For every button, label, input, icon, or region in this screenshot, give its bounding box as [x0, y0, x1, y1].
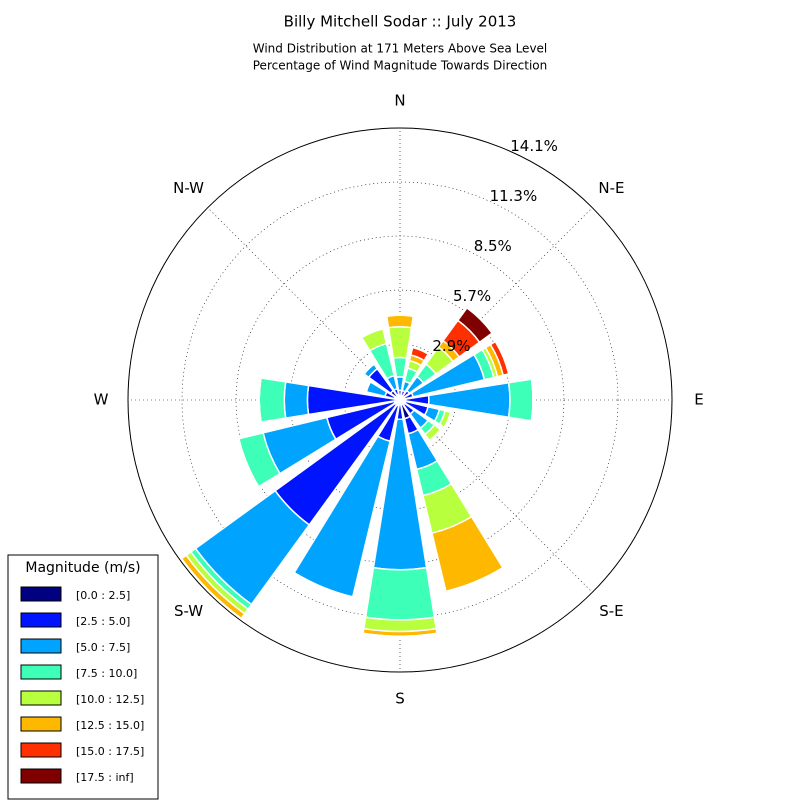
petal-segment [180, 558, 242, 620]
petal-segment [237, 438, 260, 488]
petal-segment [507, 378, 534, 422]
grid-line [399, 207, 593, 401]
y-tick-label: 5.7% [453, 287, 491, 305]
legend-swatch [20, 586, 62, 602]
legend-label: [15.0 : 17.5] [76, 745, 144, 758]
legend-swatch [20, 638, 62, 654]
chart-subtitle: Wind Distribution at 171 Meters Above Se… [253, 42, 548, 56]
y-tick-label: 2.9% [432, 337, 470, 355]
petal-segment [283, 381, 310, 419]
petal-segment [362, 616, 438, 633]
petal-segment [412, 346, 429, 355]
legend-label: [7.5 : 10.0] [76, 667, 137, 680]
x-tick-label: E [694, 391, 703, 409]
petal-segment [362, 632, 438, 638]
legend-label: [0.0 : 2.5] [76, 589, 130, 602]
y-tick-label: 14.1% [510, 137, 558, 155]
legend-title: Magnitude (m/s) [25, 560, 140, 576]
legend-swatch [20, 742, 62, 758]
petal-segment [365, 381, 372, 393]
legend-label: [12.5 : 15.0] [76, 719, 144, 732]
chart-subtitle: Percentage of Wind Magnitude Towards Dir… [253, 59, 547, 73]
x-tick-label: S-E [599, 602, 623, 620]
legend-swatch [20, 768, 62, 784]
legend-label: [5.0 : 7.5] [76, 641, 130, 654]
x-tick-label: S-W [174, 602, 203, 620]
legend-swatch [20, 716, 62, 732]
petal-segment [530, 379, 534, 421]
legend-label: [2.5 : 5.0] [76, 615, 130, 628]
legend-swatch [20, 664, 62, 680]
grid-circle [181, 181, 619, 619]
petal-segment [258, 377, 287, 423]
grid-circle [235, 235, 565, 565]
petal-segment [364, 566, 436, 621]
legend-swatch [20, 690, 62, 706]
petal-segment [385, 314, 415, 329]
x-tick-label: N [394, 92, 405, 110]
legend-label: [17.5 : inf] [76, 771, 134, 784]
legend-swatch [20, 612, 62, 628]
petal-segment [443, 411, 452, 428]
grid-line [207, 207, 401, 401]
petal-segment [387, 325, 413, 359]
x-tick-label: N-E [598, 179, 624, 197]
petal-segment [456, 306, 494, 344]
chart-title: Billy Mitchell Sodar :: July 2013 [284, 13, 517, 31]
petal-segment [429, 429, 442, 442]
x-tick-label: S [395, 690, 405, 708]
legend-label: [10.0 : 12.5] [76, 693, 144, 706]
petal-segment [361, 327, 384, 339]
x-tick-label: N-W [173, 179, 204, 197]
y-tick-label: 8.5% [474, 237, 512, 255]
petal-segment [392, 356, 408, 378]
grid-line [399, 399, 593, 593]
legend: Magnitude (m/s) [0.0 : 2.5] [2.5 : 5.0] [5.… [7, 554, 159, 800]
outer-circle [127, 127, 673, 673]
y-tick-label: 11.3% [490, 187, 538, 205]
x-tick-label: W [94, 391, 109, 409]
